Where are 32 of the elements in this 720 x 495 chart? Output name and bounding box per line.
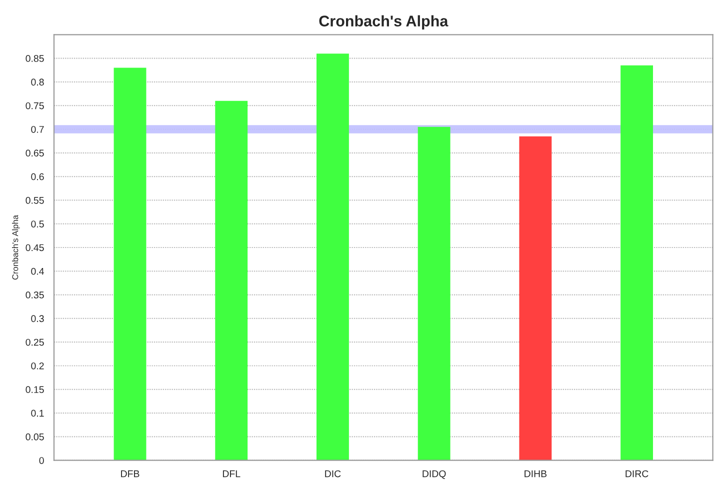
y-tick-label: 0.2 <box>31 362 44 370</box>
x-tick-label: DIRC <box>626 470 648 478</box>
y-tick-label: 0.35 <box>26 292 44 298</box>
y-tick-label: 0.8 <box>31 78 44 86</box>
y-tick-label: 0.55 <box>26 196 44 204</box>
y-tick-label: 0.1 <box>31 410 44 417</box>
y-tick-label: 0.85 <box>26 55 44 62</box>
bar <box>215 100 248 460</box>
y-tick-label: 0.25 <box>26 338 44 346</box>
y-axis-title: Cronbach's Alpha <box>12 214 20 280</box>
chart-title: Cronbach's Alpha <box>319 15 448 30</box>
y-tick-label: 0.5 <box>31 220 44 228</box>
y-tick-label: 0.15 <box>26 386 44 394</box>
y-tick-label: 0.4 <box>31 268 44 275</box>
x-tick-label: DFB <box>121 470 140 478</box>
bar <box>620 65 653 460</box>
x-tick-label: DIHB <box>524 470 547 478</box>
y-tick-label: 0.05 <box>26 433 44 440</box>
x-tick-label: DIC <box>325 470 341 478</box>
y-tick-label: 0.65 <box>26 150 44 157</box>
bar <box>316 54 349 460</box>
y-tick-label: 0 <box>39 457 44 464</box>
x-tick-label: DIDQ <box>422 470 446 479</box>
y-tick-label: 0.45 <box>26 244 44 252</box>
bar <box>418 126 450 460</box>
y-tick-label: 0.3 <box>31 315 44 322</box>
y-tick-label: 0.7 <box>31 126 44 133</box>
x-tick-label: DFL <box>222 470 240 478</box>
bar <box>114 68 146 460</box>
y-tick-label: 0.75 <box>26 102 44 110</box>
y-tick-label: 0.6 <box>31 173 44 180</box>
bar <box>519 136 552 460</box>
